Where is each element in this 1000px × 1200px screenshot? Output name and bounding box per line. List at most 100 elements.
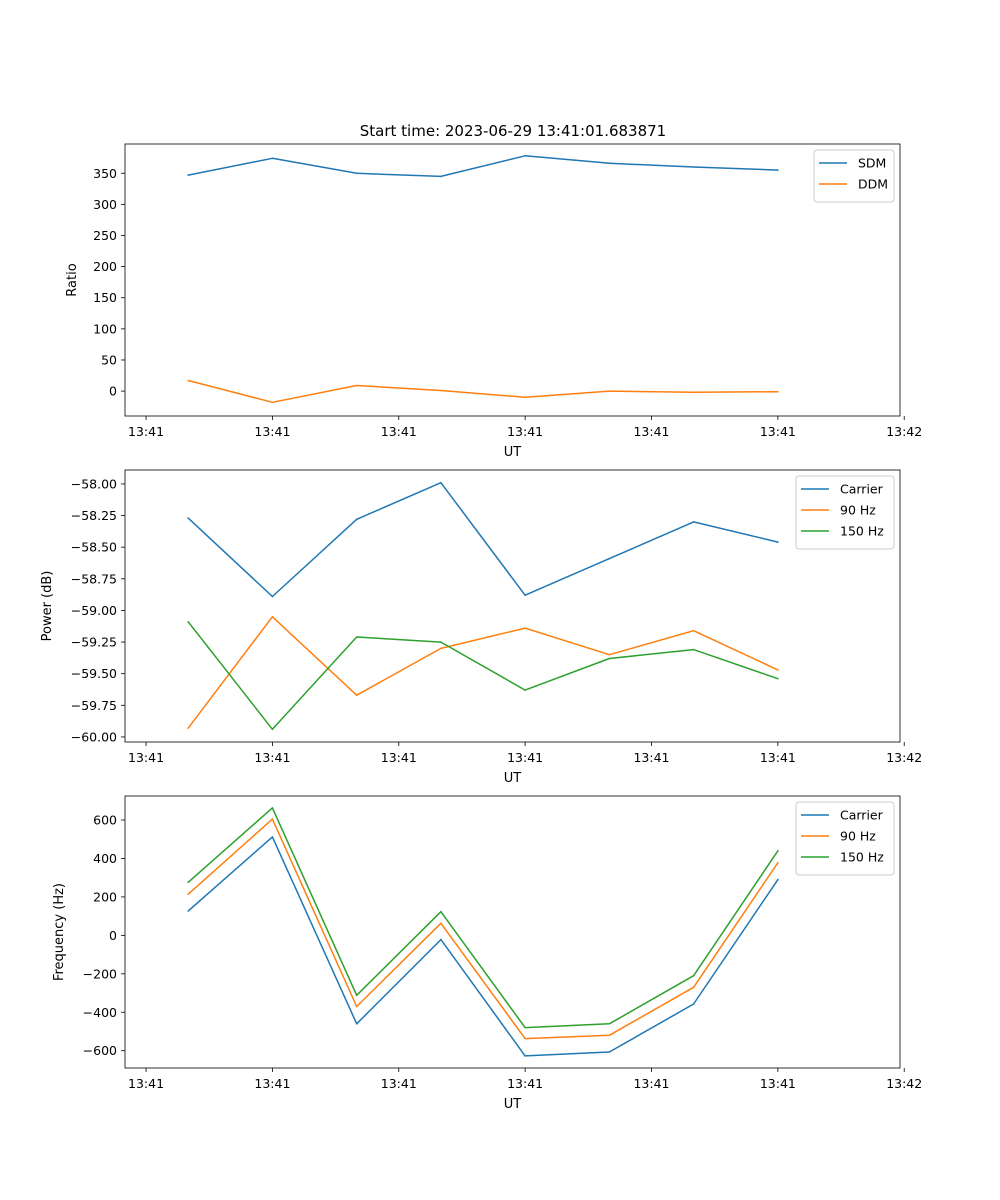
data-point (271, 616, 274, 618)
x-tick-label: 13:41 (381, 424, 417, 439)
data-point (355, 384, 358, 387)
series-line-3 (187, 807, 779, 1029)
data-point (187, 727, 189, 729)
y-tick-label: −400 (83, 1005, 117, 1020)
x-tick-label: 13:42 (886, 750, 922, 765)
x-tick-label: 13:42 (886, 424, 922, 439)
series-line-3 (187, 621, 779, 731)
chart-panel-1: 13:41 13:41 13:41 13:41 13:41 13:41 13:42 0 50 10… (65, 143, 922, 460)
legend: SDM DDM (813, 149, 895, 203)
legend-label: 150 Hz (840, 850, 884, 865)
data-point (777, 850, 779, 852)
y-tick-label: 350 (93, 166, 117, 181)
data-point (271, 836, 274, 838)
data-point (608, 390, 611, 392)
x-tick-label: 13:42 (886, 1076, 922, 1091)
y-axis-label: Frequency (Hz) (52, 883, 67, 981)
legend-label: Carrier (840, 808, 884, 823)
y-tick-label: −58.75 (71, 571, 117, 586)
data-point (777, 861, 779, 864)
data-point (692, 986, 695, 989)
data-point (440, 481, 442, 484)
y-tick-label: −60.00 (71, 729, 117, 744)
x-tick-label: 13:41 (254, 1076, 290, 1091)
y-tick-label: −58.25 (71, 508, 117, 523)
data-point (440, 647, 442, 650)
data-point (271, 728, 274, 731)
data-point (187, 517, 189, 519)
series-line-2 (187, 818, 779, 1040)
x-tick-label: 13:41 (254, 750, 290, 765)
y-tick-label: 50 (101, 352, 117, 367)
series-line-2 (187, 616, 779, 729)
data-point (440, 389, 442, 392)
data-point (524, 1055, 526, 1057)
data-point (692, 1003, 695, 1005)
x-tick-label: 13:41 (128, 1076, 164, 1091)
y-tick-label: 0 (109, 928, 117, 943)
data-point (692, 521, 695, 523)
x-tick-label: 13:41 (760, 1076, 796, 1091)
y-tick-label: −59.75 (71, 698, 117, 713)
legend-label: DDM (858, 177, 888, 192)
data-point (187, 893, 189, 895)
chart-panel-3: 13:41 13:41 13:41 13:41 13:41 13:41 13:42 −600 −… (52, 795, 922, 1112)
data-point (355, 994, 358, 997)
x-tick-label: 13:41 (128, 750, 164, 765)
x-axis-label: UT (504, 1097, 522, 1112)
x-tick-label: 13:41 (128, 424, 164, 439)
x-tick-label: 13:41 (633, 750, 669, 765)
chart-title: Start time: 2023-06-29 13:41:01.683871 (360, 122, 666, 140)
data-point (271, 595, 274, 598)
x-tick-label: 13:41 (381, 750, 417, 765)
x-tick-label: 13:41 (507, 424, 543, 439)
axes-frame (124, 795, 901, 1069)
legend-label: 150 Hz (840, 524, 884, 539)
data-point (608, 162, 611, 165)
data-point (355, 694, 358, 696)
y-tick-label: −58.00 (71, 476, 117, 491)
data-point (271, 157, 274, 160)
data-point (777, 669, 779, 671)
x-tick-label: 13:41 (254, 424, 290, 439)
chart-panel-2: 13:41 13:41 13:41 13:41 13:41 13:41 13:42 −60.0… (40, 469, 922, 786)
data-point (777, 677, 779, 680)
y-tick-label: 300 (93, 197, 117, 212)
x-axis-label: UT (504, 771, 522, 786)
data-point (524, 689, 526, 691)
y-tick-label: −59.00 (71, 603, 117, 618)
x-tick-label: 13:41 (507, 750, 543, 765)
series-line-2 (188, 379, 778, 404)
data-point (187, 881, 189, 884)
y-tick-label: −200 (83, 966, 117, 981)
series-line-1 (188, 155, 778, 178)
y-tick-label: 200 (93, 259, 117, 274)
legend: Carrier 90 Hz 150 Hz (795, 475, 895, 550)
data-point (692, 166, 695, 168)
data-point (524, 1026, 526, 1029)
data-point (187, 379, 189, 382)
data-point (608, 657, 611, 660)
y-axis-label: Power (dB) (40, 571, 55, 642)
axes-frame (124, 143, 901, 417)
data-point (524, 1037, 526, 1040)
x-tick-label: 13:41 (507, 1076, 543, 1091)
data-point (608, 1034, 611, 1037)
y-tick-label: 600 (93, 813, 117, 828)
x-tick-label: 13:41 (760, 750, 796, 765)
y-tick-label: −600 (83, 1043, 117, 1058)
data-point (692, 391, 695, 394)
legend-label: 90 Hz (840, 503, 876, 518)
y-tick-label: 250 (93, 228, 117, 243)
data-point (440, 175, 442, 178)
data-point (608, 653, 611, 656)
data-point (608, 1051, 611, 1053)
axes-frame (124, 469, 901, 743)
data-point (271, 818, 274, 820)
y-tick-label: −59.25 (71, 635, 117, 650)
data-point (187, 910, 189, 912)
y-tick-label: 0 (109, 384, 117, 399)
chart-panels: 13:41 13:41 13:41 13:41 13:41 13:41 13:42 0 50 10… (40, 143, 922, 1112)
data-point (355, 1005, 358, 1008)
legend-label: Carrier (840, 482, 884, 497)
